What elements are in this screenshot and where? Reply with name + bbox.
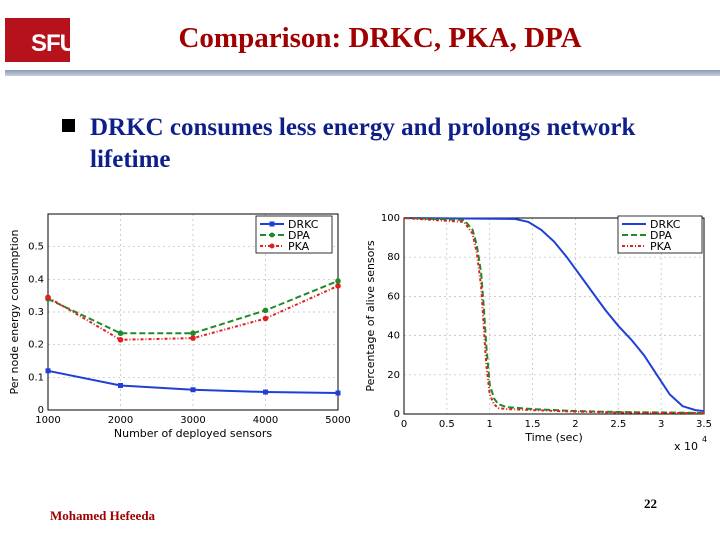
x-tick-label: 1 xyxy=(487,419,493,430)
legend-label-drkc: DRKC xyxy=(650,218,681,231)
data-point-pka xyxy=(262,315,269,322)
x-tick-label: 1000 xyxy=(35,415,60,426)
data-point-pka xyxy=(335,283,341,289)
bullet-point: DRKC consumes less energy and prolongs n… xyxy=(62,112,682,176)
x-tick-label: 2 xyxy=(572,419,578,430)
legend-label-dpa: DPA xyxy=(650,229,672,242)
sfu-logo: SFU xyxy=(5,18,77,62)
plot-frame xyxy=(403,217,705,415)
y-axis-label: Per node energy consumption xyxy=(8,229,21,394)
x-tick-label: 0 xyxy=(401,419,407,430)
y-tick-label: 0.1 xyxy=(28,372,44,383)
energy-consumption-chart: 1000 2000 3000 4000 5000 0 0.1 0.2 0.3 0.4 0.5 DRKC… xyxy=(8,213,351,440)
y-tick-label: 0.2 xyxy=(28,340,44,351)
x-multiplier-exponent: 4 xyxy=(702,435,707,444)
series-line-dpa xyxy=(47,280,339,335)
data-point-pka xyxy=(190,335,196,341)
data-point-drkc xyxy=(190,387,196,393)
series-line-dpa xyxy=(403,217,705,415)
legend-label-pka: PKA xyxy=(288,240,310,253)
legend-label-drkc: DRKC xyxy=(288,218,319,231)
data-point-pka xyxy=(45,294,51,301)
x-tick-label: 5000 xyxy=(325,415,350,426)
y-tick-label: 40 xyxy=(387,331,400,342)
data-point-dpa xyxy=(335,278,341,284)
slide-title: Comparison: DRKC, PKA, DPA xyxy=(178,22,582,54)
legend-marker xyxy=(269,243,275,249)
data-point-dpa xyxy=(190,330,196,337)
y-tick-label: 0.4 xyxy=(28,274,44,285)
plot-frame xyxy=(47,213,339,411)
page-number: 22 xyxy=(644,496,657,511)
title-divider xyxy=(5,70,720,76)
square-bullet-icon xyxy=(62,119,75,132)
x-tick-label: 3000 xyxy=(180,415,205,426)
y-tick-label: 60 xyxy=(387,291,400,302)
y-tick-label: 0.5 xyxy=(28,242,44,253)
x-tick-label: 4000 xyxy=(253,415,278,426)
series-line-pka xyxy=(403,217,705,415)
data-point-pka xyxy=(117,336,124,343)
x-axis-label: Time (sec) xyxy=(524,431,583,444)
author-name: Mohamed Hefeeda xyxy=(50,508,156,523)
y-tick-label: 80 xyxy=(387,252,400,263)
x-tick-label: 1.5 xyxy=(525,419,541,430)
y-axis-label: Percentage of alive sensors xyxy=(364,240,377,392)
y-tick-label: 0 xyxy=(394,409,400,420)
x-tick-label: 3 xyxy=(658,419,664,430)
y-tick-label: 0.3 xyxy=(28,307,44,318)
x-tick-label: 3.5 xyxy=(696,419,712,430)
y-tick-label: 100 xyxy=(381,213,400,224)
data-point-drkc xyxy=(45,368,51,374)
legend-marker xyxy=(269,221,275,227)
data-point-drkc xyxy=(118,383,123,388)
y-tick-label: 20 xyxy=(387,370,400,381)
x-axis-label: Number of deployed sensors xyxy=(114,427,273,440)
x-tick-label: 0.5 xyxy=(439,419,455,430)
logo-text: SFU xyxy=(31,30,77,57)
x-multiplier: x 10 xyxy=(674,440,698,453)
legend-label-pka: PKA xyxy=(650,240,672,253)
x-tick-label: 2.5 xyxy=(610,419,626,430)
data-point-drkc xyxy=(263,389,268,395)
x-tick-label: 2000 xyxy=(108,415,133,426)
data-point-dpa xyxy=(262,307,269,314)
y-tick-label: 0 xyxy=(38,405,44,416)
data-point-drkc xyxy=(335,390,341,396)
series-line-drkc xyxy=(403,217,705,413)
legend-label-dpa: DPA xyxy=(288,229,310,242)
data-point-dpa xyxy=(117,330,124,337)
bullet-text: DRKC consumes less energy and prolongs n… xyxy=(90,114,636,173)
series-line-pka xyxy=(47,284,339,341)
legend-marker xyxy=(269,232,275,238)
